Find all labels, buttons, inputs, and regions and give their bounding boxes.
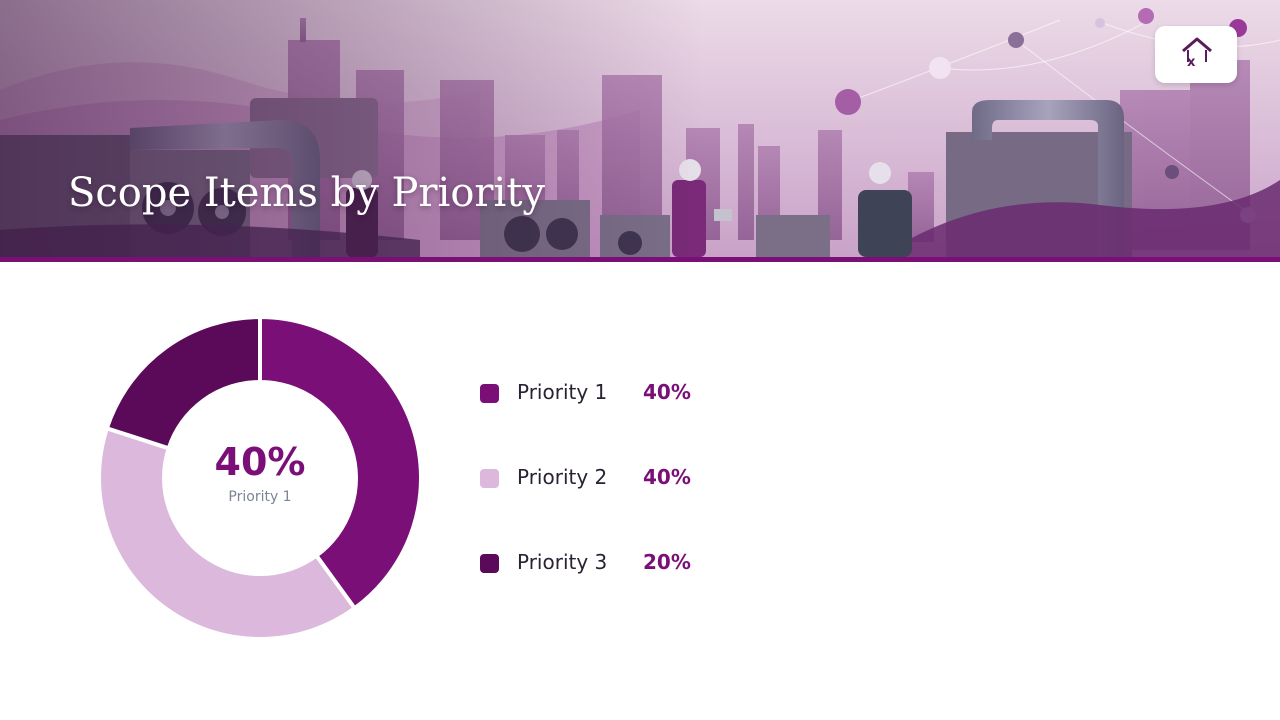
legend-label: Priority 3	[517, 550, 608, 574]
donut-center-value: 40%	[214, 440, 306, 484]
banner-divider	[0, 257, 1280, 262]
logo-mark: x	[1187, 55, 1196, 70]
donut-chart-svg	[97, 314, 423, 641]
legend-item-priority-1: Priority 1 40%	[480, 374, 780, 414]
donut-center: 40% Priority 1	[90, 438, 430, 508]
city-industrial-illustration	[0, 0, 1280, 257]
header-banner-image	[0, 0, 1280, 257]
legend-value: 40%	[643, 380, 691, 404]
donut-slice-priority-1	[258, 314, 423, 612]
legend-swatch	[480, 384, 499, 403]
slide-title: Scope Items by Priority	[68, 170, 546, 216]
legend-value: 20%	[643, 550, 691, 574]
donut-chart	[90, 308, 430, 648]
donut-center-label: Priority 1	[228, 489, 292, 505]
legend-label: Priority 1	[517, 380, 608, 404]
legend-item-priority-3: Priority 3 20%	[480, 544, 780, 584]
legend-swatch	[480, 554, 499, 573]
logo-badge: x	[1155, 26, 1237, 83]
legend-label: Priority 2	[517, 465, 608, 489]
donut-slice-priority-2	[97, 425, 358, 641]
donut-slice-priority-3	[104, 314, 262, 451]
chart-legend: Priority 1 40% Priority 2 40% Priority 3…	[480, 374, 780, 629]
house-logo-icon: x	[1182, 37, 1212, 70]
legend-value: 40%	[643, 465, 691, 489]
legend-swatch	[480, 469, 499, 488]
legend-item-priority-2: Priority 2 40%	[480, 459, 780, 499]
